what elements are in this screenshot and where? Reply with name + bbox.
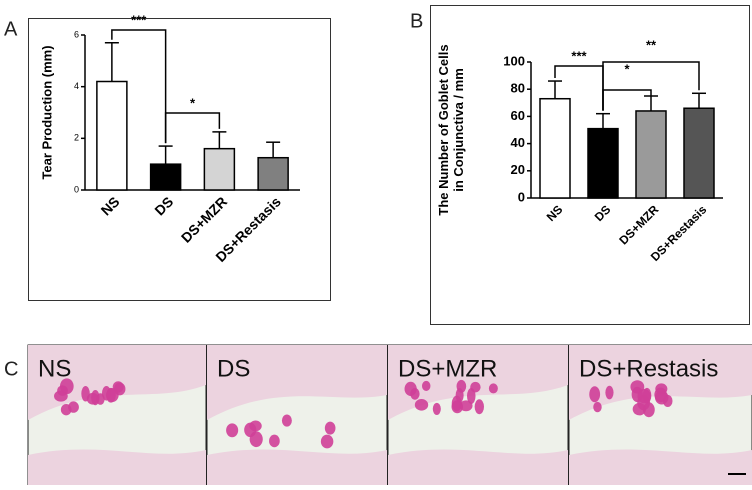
- y-tick-label: 80: [511, 81, 525, 96]
- y-tick-label: 2: [74, 133, 79, 143]
- significance-bracket: [602, 61, 700, 111]
- micrograph-label: DS+MZR: [398, 355, 497, 382]
- goblet-cell: [81, 385, 90, 402]
- tissue: [388, 345, 568, 420]
- bar: [96, 80, 128, 191]
- micrograph-label: DS+Restasis: [579, 355, 718, 382]
- goblet-cell: [642, 402, 655, 418]
- tissue: [569, 345, 752, 420]
- panel-label: C: [4, 358, 18, 380]
- tissue: [207, 449, 387, 485]
- goblet-cell: [86, 392, 99, 405]
- bar: [635, 110, 667, 199]
- goblet-cell: [459, 400, 473, 412]
- y-tick-label: 6: [74, 29, 79, 39]
- micrograph: [27, 344, 207, 486]
- y-tick-label: 40: [511, 135, 525, 150]
- significance-bracket: [111, 29, 167, 144]
- goblet-cell: [474, 399, 485, 415]
- bar: [539, 97, 571, 199]
- goblet-cell: [451, 395, 462, 412]
- goblet-cell: [57, 385, 68, 396]
- goblet-cell: [605, 385, 614, 400]
- tissue: [207, 345, 387, 420]
- y-axis-label: The Number of Goblet Cells: [436, 44, 451, 215]
- bar: [149, 163, 182, 191]
- x-tick-label: DS+MZR: [616, 202, 661, 247]
- goblet-cell: [324, 421, 336, 435]
- significance-label: ***: [571, 48, 587, 63]
- goblet-cell: [269, 434, 280, 448]
- micrograph-label: NS: [38, 355, 71, 382]
- x-tick-label: DS: [592, 202, 614, 224]
- goblet-cell: [593, 401, 602, 413]
- x-tick-label: NS: [98, 193, 123, 218]
- panel-frame: [28, 18, 331, 301]
- goblet-cell: [281, 414, 292, 427]
- tissue: [388, 449, 568, 485]
- goblet-cell: [488, 383, 498, 394]
- significance-label: **: [646, 37, 657, 52]
- significance-label: ***: [131, 12, 147, 27]
- y-tick-label: 100: [503, 53, 525, 68]
- x-tick-label: DS: [151, 193, 176, 218]
- y-tick-label: 0: [518, 189, 525, 204]
- goblet-cell: [226, 423, 239, 438]
- micrograph: [568, 344, 752, 486]
- x-tick-label: DS+MZR: [178, 193, 230, 245]
- significance-label: *: [190, 95, 196, 110]
- significance-label: *: [624, 61, 630, 76]
- goblet-cell: [68, 401, 79, 413]
- goblet-cell: [470, 381, 481, 393]
- goblet-cell: [421, 380, 431, 391]
- goblet-cell: [320, 434, 334, 449]
- bar: [587, 127, 619, 199]
- bar: [683, 107, 715, 199]
- significance-bracket: [164, 112, 221, 144]
- goblet-cell: [414, 399, 429, 411]
- bar: [257, 156, 289, 191]
- goblet-cell: [106, 388, 119, 403]
- tissue: [28, 449, 206, 485]
- goblet-cell: [655, 383, 668, 395]
- y-tick-label: 20: [511, 162, 525, 177]
- micrograph: [387, 344, 569, 486]
- goblet-cell: [432, 402, 441, 415]
- y-tick-label: 4: [74, 81, 79, 91]
- y-axis-label: Tear Production (mm): [39, 45, 54, 179]
- panel-frame: [430, 5, 750, 325]
- x-tick-label: NS: [544, 202, 566, 224]
- y-tick-label: 0: [74, 184, 79, 194]
- goblet-cell: [589, 386, 601, 403]
- significance-bracket: [602, 89, 652, 111]
- y-axis-label: in Conjunctiva / mm: [451, 68, 466, 192]
- panel-label: B: [410, 10, 423, 32]
- tissue: [569, 449, 752, 485]
- micrograph-label: DS: [217, 355, 250, 382]
- goblet-cell: [410, 388, 420, 400]
- panel-label: A: [4, 18, 18, 40]
- goblet-cell: [244, 422, 257, 438]
- goblet-cell: [637, 388, 651, 404]
- micrograph: [206, 344, 388, 486]
- bar: [203, 147, 236, 191]
- y-tick-label: 60: [511, 108, 525, 123]
